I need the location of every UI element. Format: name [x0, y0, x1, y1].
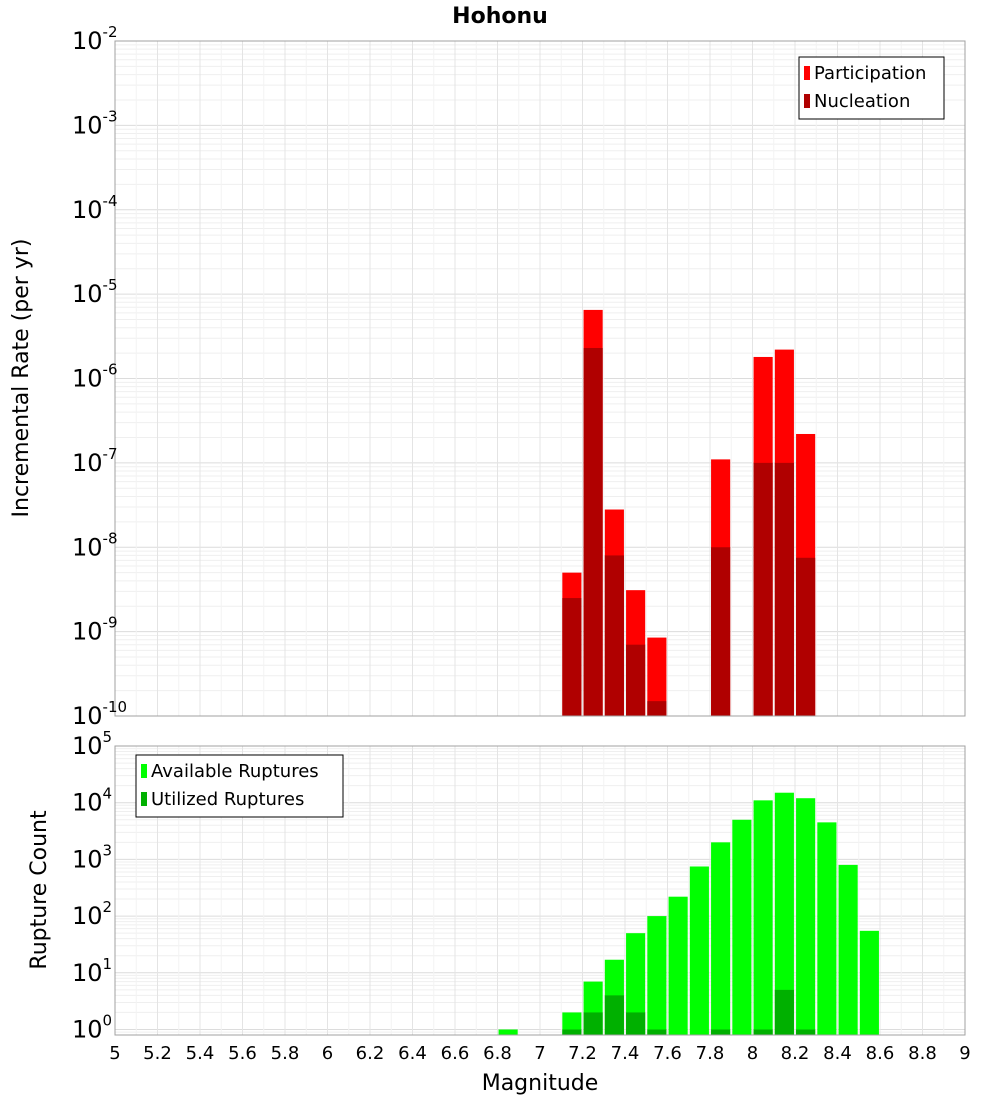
plot-border: [114, 40, 966, 717]
x-axis-label: Magnitude: [482, 1071, 599, 1096]
bar-available-ruptures: [647, 916, 667, 1035]
bar-nucleation: [753, 462, 773, 716]
legend-label: Available Ruptures: [151, 761, 319, 782]
plot-border: [114, 745, 966, 1036]
x-tick-label: 5: [109, 1043, 120, 1064]
y-tick-label: 10-6: [72, 361, 118, 393]
bar-nucleation: [626, 644, 646, 716]
x-tick-label: 5.8: [271, 1043, 300, 1064]
bar-available-ruptures: [711, 842, 731, 1035]
bar-utilized-ruptures: [647, 1029, 667, 1035]
x-tick-label: 7.6: [653, 1043, 682, 1064]
bar-available-ruptures: [753, 800, 773, 1035]
legend-label: Participation: [814, 63, 926, 84]
y-tick-label: 100: [72, 1012, 112, 1044]
legend-swatch: [141, 792, 147, 806]
bar-available-ruptures: [562, 1012, 582, 1035]
bar-available-ruptures: [817, 822, 837, 1035]
legend-swatch: [804, 94, 810, 108]
bar-utilized-ruptures: [711, 1029, 731, 1035]
bar-nucleation: [562, 598, 582, 716]
y-tick-label: 102: [72, 898, 112, 930]
bottom-y-axis-label: Rupture Count: [27, 810, 52, 970]
x-tick-label: 5.4: [186, 1043, 215, 1064]
panel-rate: 10-2 10-3 10-4 10-5 10-6 10-7 10-8 10-9 10-10 Par…: [72, 23, 966, 730]
legend: Available Ruptures Utilized Ruptures: [135, 754, 344, 818]
x-tick-label: 8.4: [823, 1043, 852, 1064]
bar-available-ruptures: [732, 819, 752, 1035]
bar-utilized-ruptures: [626, 1012, 646, 1035]
x-tick-label: 6.6: [441, 1043, 470, 1064]
x-tick-label: 5.2: [143, 1043, 172, 1064]
x-tick-label: 5.6: [228, 1043, 257, 1064]
bar-participation: [647, 637, 667, 716]
x-tick-label: 6.8: [483, 1043, 512, 1064]
y-tick-label: 104: [72, 785, 112, 817]
legend-swatch: [804, 66, 810, 80]
bar-available-ruptures: [774, 792, 794, 1035]
bar-nucleation: [583, 347, 603, 716]
x-tick-label: 7.2: [568, 1043, 597, 1064]
bar-utilized-ruptures: [583, 1012, 603, 1035]
bar-available-ruptures: [838, 864, 858, 1035]
y-tick-label: 103: [72, 841, 112, 873]
legend-box: [135, 754, 344, 818]
x-tick-label: 8.6: [866, 1043, 895, 1064]
y-tick-label: 10-3: [72, 107, 118, 139]
y-tick-label: 10-2: [72, 23, 118, 55]
y-tick-label: 10-10: [72, 698, 127, 730]
bar-available-ruptures: [689, 866, 709, 1035]
y-tick-label: 10-8: [72, 529, 118, 561]
top-y-axis-label: Incremental Rate (per yr): [9, 239, 34, 518]
bar-nucleation: [774, 462, 794, 716]
y-tick-label: 101: [72, 955, 112, 987]
x-tick-label: 6: [322, 1043, 333, 1064]
y-tick-label: 10-4: [72, 192, 118, 224]
x-tick-label: 9: [959, 1043, 970, 1064]
x-tick-label: 8.2: [781, 1043, 810, 1064]
x-tick-label: 8.8: [908, 1043, 937, 1064]
y-tick-label: 10-9: [72, 614, 118, 646]
legend-box: [798, 56, 945, 120]
x-tick-label: 7.8: [696, 1043, 725, 1064]
bar-nucleation: [604, 555, 624, 716]
legend-label: Nucleation: [814, 91, 910, 112]
bar-nucleation: [796, 557, 816, 716]
bar-available-ruptures: [859, 930, 879, 1035]
bar-utilized-ruptures: [796, 1029, 816, 1035]
bar-available-ruptures: [796, 798, 816, 1035]
legend: Participation Nucleation: [798, 56, 945, 120]
bar-available-ruptures: [498, 1029, 518, 1035]
x-tick-label: 7.4: [611, 1043, 640, 1064]
bar-utilized-ruptures: [753, 1029, 773, 1035]
y-tick-label: 105: [72, 728, 112, 760]
y-tick-label: 10-5: [72, 276, 118, 308]
bar-nucleation: [711, 547, 731, 716]
bar-available-ruptures: [668, 896, 688, 1035]
bar-nucleation: [647, 701, 667, 716]
x-tick-label: 6.4: [398, 1043, 427, 1064]
legend-label: Utilized Ruptures: [151, 789, 304, 810]
bar-utilized-ruptures: [774, 989, 794, 1035]
x-tick-label: 6.2: [356, 1043, 385, 1064]
legend-swatch: [141, 764, 147, 778]
y-tick-label: 10-7: [72, 445, 118, 477]
bar-utilized-ruptures: [604, 995, 624, 1035]
bar-utilized-ruptures: [562, 1029, 582, 1035]
bar-available-ruptures: [626, 933, 646, 1035]
x-tick-label: 8: [747, 1043, 758, 1064]
x-tick-label: 7: [534, 1043, 545, 1064]
chart-title: Hohonu: [452, 4, 548, 29]
